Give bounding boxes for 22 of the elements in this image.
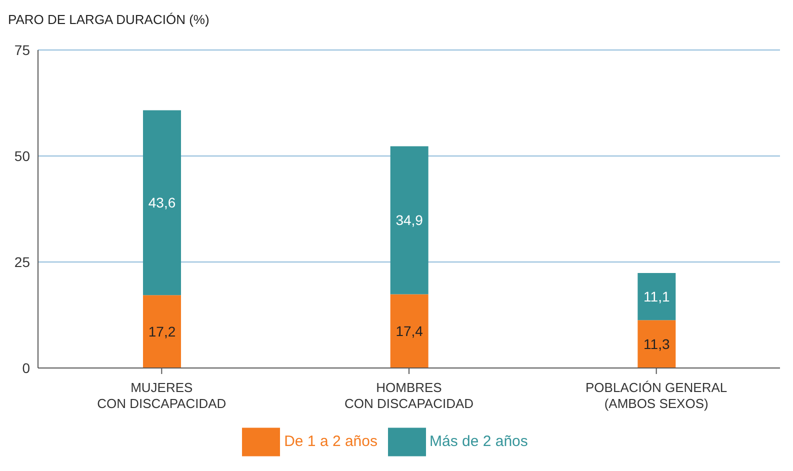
data-label: 17,2 bbox=[148, 324, 176, 340]
chart-title: PARO DE LARGA DURACIÓN (%) bbox=[8, 12, 210, 27]
bar bbox=[143, 295, 181, 368]
data-label: 17,4 bbox=[396, 323, 424, 340]
data-label: 11,1 bbox=[644, 288, 670, 305]
x-tick-label: POBLACIÓN GENERAL (AMBOS SEXOS) bbox=[586, 380, 728, 411]
x-tick-label: MUJERES CON DISCAPACIDAD bbox=[97, 380, 226, 411]
legend-label: De 1 a 2 años bbox=[284, 432, 378, 450]
y-tick-label: 75 bbox=[14, 42, 30, 58]
y-tick-label: 50 bbox=[14, 148, 30, 164]
bar bbox=[143, 110, 181, 296]
data-label: 34,9 bbox=[396, 212, 424, 228]
x-tick-label: HOMBRES CON DISCAPACIDAD bbox=[344, 380, 474, 411]
data-label: 43,6 bbox=[148, 194, 176, 211]
y-tick-label: 0 bbox=[22, 360, 30, 376]
data-label: 11,3 bbox=[644, 336, 670, 352]
y-tick-label: 25 bbox=[14, 254, 30, 270]
legend-label: Más de 2 años bbox=[430, 432, 528, 450]
bar bbox=[390, 146, 428, 294]
bar bbox=[638, 320, 676, 368]
bar bbox=[638, 273, 676, 320]
bar bbox=[390, 294, 428, 368]
